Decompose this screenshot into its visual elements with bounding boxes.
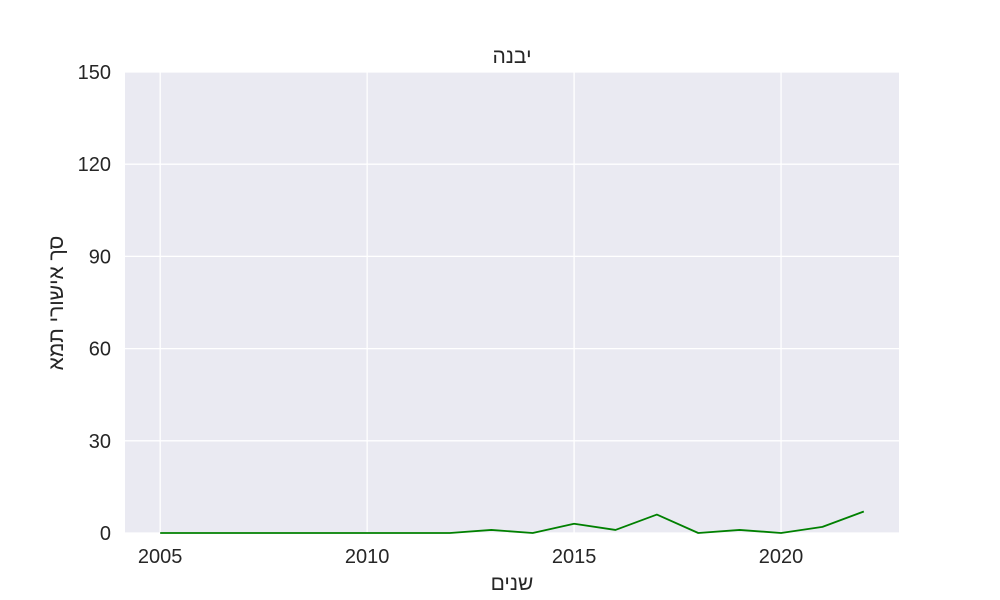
- y-tick-label: 60: [89, 339, 111, 361]
- x-tick-label: 2010: [345, 546, 390, 568]
- x-tick-labels: 2005 2010 2015 2020: [138, 546, 803, 568]
- y-tick-labels: 0 30 60 90 120 150: [78, 62, 111, 545]
- y-tick-label: 90: [89, 246, 111, 268]
- x-axis-title: שנים: [491, 572, 534, 595]
- y-tick-label: 150: [78, 62, 111, 84]
- grid: [125, 71, 899, 534]
- x-tick-label: 2020: [759, 546, 804, 568]
- y-axis-title: סך אישורי תמא: [45, 236, 68, 371]
- y-tick-label: 120: [78, 154, 111, 176]
- series-line: [160, 510, 865, 534]
- x-tick-label: 2005: [138, 546, 183, 568]
- y-tick-label: 30: [89, 431, 111, 453]
- series-lines: [160, 510, 865, 534]
- chart-title: יבנה: [492, 45, 531, 68]
- y-tick-label: 0: [100, 523, 111, 545]
- x-tick-label: 2015: [552, 546, 597, 568]
- plot-area: [125, 72, 899, 533]
